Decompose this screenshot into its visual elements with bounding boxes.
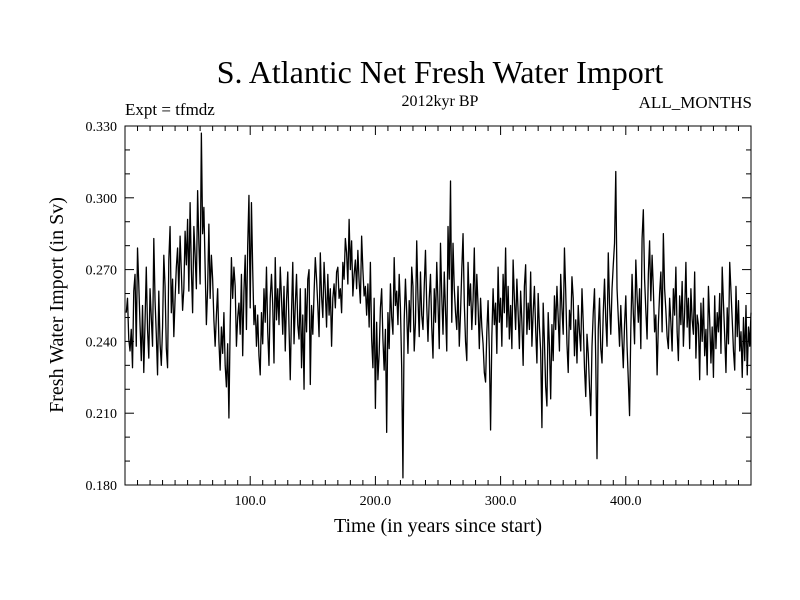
period-label: ALL_MONTHS: [638, 93, 752, 112]
x-axis-label: Time (in years since start): [334, 515, 542, 537]
x-tick-label: 300.0: [485, 494, 517, 509]
series-line: [125, 132, 752, 479]
x-tick-label: 200.0: [360, 494, 392, 509]
x-tick-label: 400.0: [610, 494, 642, 509]
chart-subtitle: 2012kyr BP: [401, 93, 479, 110]
chart-title: S. Atlantic Net Fresh Water Import: [216, 54, 664, 90]
series-group: [125, 132, 752, 479]
x-tick-label: 100.0: [234, 494, 266, 509]
axes: 100.0 200.0 300.0 400.0 0.180 0.210 0.240 0.270…: [86, 120, 752, 509]
y-tick-label: 0.210: [86, 407, 118, 422]
y-tick-label: 0.240: [86, 335, 118, 350]
y-tick-label: 0.330: [86, 120, 118, 135]
y-tick-label: 0.270: [86, 264, 118, 279]
y-tick-label: 0.180: [86, 479, 118, 494]
experiment-label: Expt = tfmdz: [125, 100, 215, 119]
y-tick-label: 0.300: [86, 192, 118, 207]
y-axis-label: Fresh Water Import (in Sv): [46, 197, 68, 413]
